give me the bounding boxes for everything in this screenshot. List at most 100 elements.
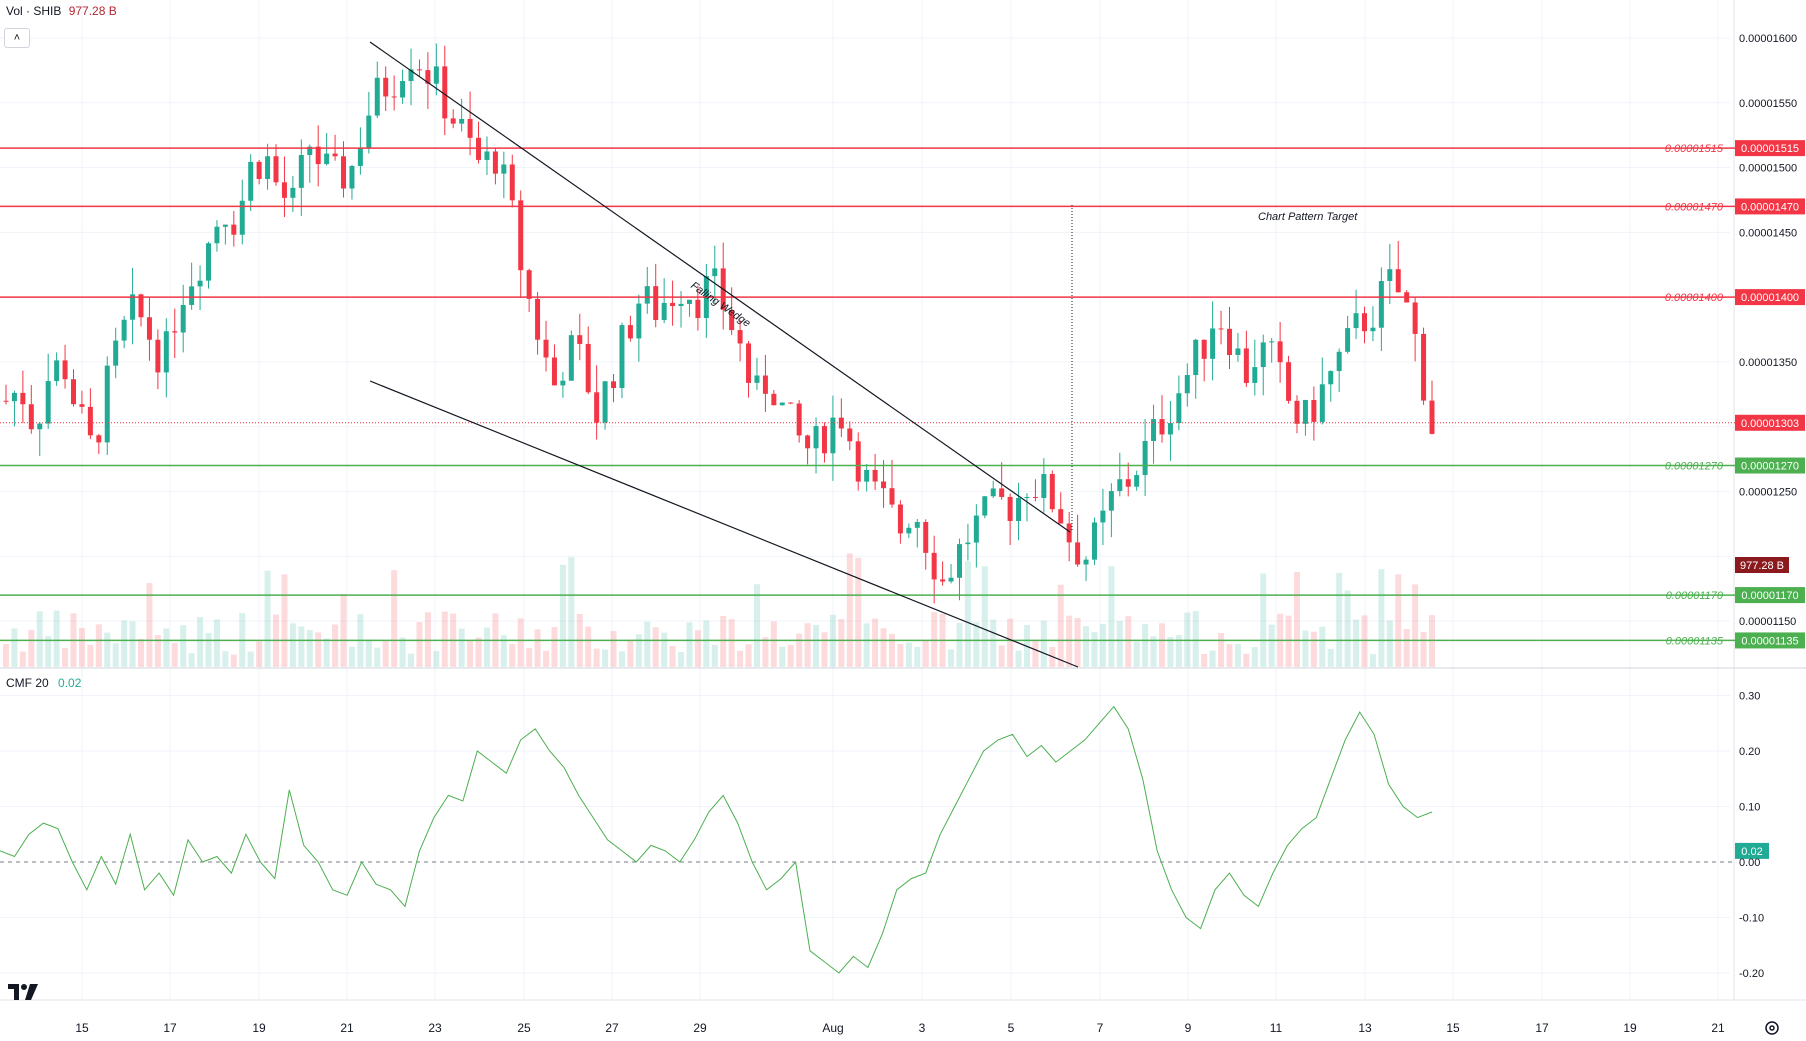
volume-bar — [1108, 566, 1115, 667]
candle-body — [1091, 522, 1097, 560]
volume-bar — [289, 623, 296, 667]
candle-body — [1361, 313, 1367, 332]
candle-body — [805, 435, 811, 449]
volume-bar — [981, 566, 988, 667]
volume-bar — [1327, 648, 1334, 667]
volume-bar — [121, 620, 128, 667]
cmf-line — [0, 705, 1433, 974]
candle-body — [222, 224, 228, 227]
candle-body — [1412, 302, 1418, 334]
cmf-value-text: 0.02 — [1741, 846, 1762, 858]
volume-bar — [146, 582, 153, 667]
volume-bar — [602, 649, 609, 667]
candle-body — [1049, 473, 1055, 510]
candle-body — [273, 156, 279, 183]
volume-bar — [408, 653, 415, 667]
level-badge-text: 0.00001170 — [1741, 590, 1798, 602]
volume-bar — [230, 654, 237, 667]
candle-body — [686, 299, 692, 304]
volume-bar — [1302, 630, 1309, 667]
volume-bar — [1243, 653, 1250, 667]
wedge-upper-line — [369, 41, 1071, 533]
candle-body — [1345, 328, 1351, 352]
candle-body — [146, 317, 152, 340]
candle-body — [71, 379, 77, 405]
candle-body — [1294, 400, 1300, 424]
volume-bar — [568, 557, 575, 667]
candle-body — [560, 380, 566, 386]
volume-bar — [998, 645, 1005, 667]
time-tick: 5 — [1008, 1021, 1015, 1035]
volume-bar — [1353, 619, 1360, 667]
candle-body — [568, 335, 574, 381]
time-tick: 9 — [1185, 1021, 1192, 1035]
candle-body — [636, 303, 642, 339]
volume-bar — [804, 623, 811, 667]
chevron-up-icon[interactable]: ˄ — [4, 28, 30, 48]
candle-body — [1395, 269, 1401, 293]
candle-body — [821, 426, 827, 454]
candle-body — [1328, 371, 1334, 385]
volume-bar — [1369, 654, 1376, 667]
candle-body — [1421, 333, 1427, 401]
volume-bar — [526, 647, 533, 667]
volume-bar — [53, 610, 60, 667]
volume-bar — [517, 618, 524, 667]
time-tick: 27 — [605, 1021, 619, 1035]
candle-body — [678, 303, 684, 306]
volume-bar — [880, 628, 887, 667]
candle-body — [442, 66, 448, 119]
candle-body — [28, 404, 34, 430]
time-tick: 19 — [1623, 1021, 1637, 1035]
candle-body — [476, 137, 482, 160]
candle-body — [1151, 419, 1157, 441]
volume-bar — [551, 627, 558, 667]
volume-bar — [694, 630, 701, 667]
candle-body — [1075, 542, 1081, 565]
cmf-tick: -0.20 — [1739, 968, 1764, 980]
candle-body — [931, 552, 937, 580]
volume-bar — [846, 553, 853, 667]
volume-bar — [45, 636, 52, 667]
volume-bar — [948, 649, 955, 667]
volume-bar — [1015, 650, 1022, 667]
volume-bar — [1209, 650, 1216, 667]
cmf-tick: 0.10 — [1739, 802, 1760, 814]
volume-bar — [188, 653, 195, 667]
volume-bar — [753, 584, 760, 667]
volume-bar — [323, 638, 330, 667]
volume-bar — [956, 622, 963, 667]
candle-body — [543, 339, 549, 358]
candle-body — [729, 309, 735, 331]
candle-body — [484, 151, 490, 160]
candle-body — [1226, 328, 1232, 356]
volume-bar — [905, 642, 912, 667]
volume-bar — [1167, 636, 1174, 667]
volume-bar — [467, 639, 474, 667]
price-tick: 0.00001450 — [1739, 227, 1797, 239]
candle-body — [830, 417, 836, 454]
candle-body — [433, 66, 439, 84]
volume-bar — [129, 621, 136, 667]
candle-body — [906, 527, 912, 534]
volume-bar — [62, 648, 69, 667]
candle-body — [1134, 475, 1140, 487]
candle-body — [611, 381, 617, 389]
level-badge-text: 0.00001400 — [1741, 292, 1799, 304]
volume-bar — [1125, 616, 1132, 667]
settings-icon[interactable] — [1764, 1020, 1780, 1036]
volume-bar — [686, 622, 693, 667]
level-label: 0.00001470 — [1665, 201, 1724, 213]
candle-body — [408, 69, 414, 81]
level-badge — [1735, 198, 1805, 215]
candle-body — [1066, 523, 1072, 543]
candle-body — [838, 417, 844, 429]
candle-body — [788, 402, 794, 404]
volume-bar — [306, 630, 313, 667]
volume-bar — [1201, 653, 1208, 667]
volume-bar — [1142, 623, 1149, 667]
volume-bar — [332, 624, 339, 667]
volume-bar — [661, 632, 668, 667]
volume-legend: Vol · SHIB 977.28 B — [6, 4, 117, 18]
